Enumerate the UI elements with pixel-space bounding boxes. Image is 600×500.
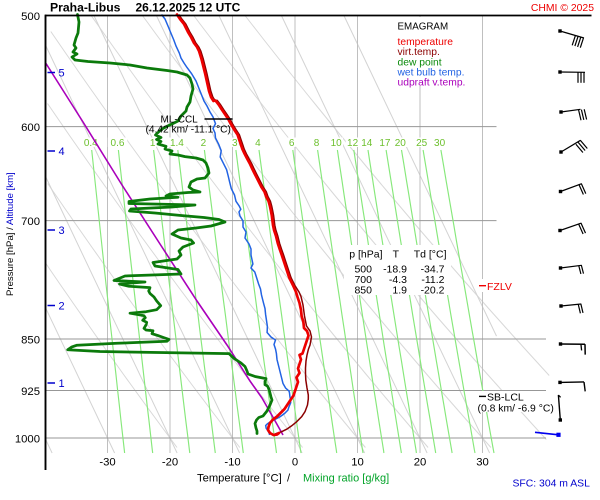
svg-text:Td [°C]: Td [°C] <box>414 249 447 261</box>
svg-text:850: 850 <box>21 335 40 347</box>
svg-text:700: 700 <box>354 274 372 286</box>
svg-text:FZLV: FZLV <box>487 281 512 293</box>
svg-text:30: 30 <box>434 138 446 149</box>
svg-text:CHMI © 2025: CHMI © 2025 <box>531 3 594 14</box>
svg-text:10: 10 <box>351 457 364 469</box>
svg-text:1: 1 <box>150 138 156 149</box>
svg-text:-20: -20 <box>162 457 178 469</box>
svg-text:5: 5 <box>59 68 65 80</box>
svg-text:-11.2: -11.2 <box>421 274 444 286</box>
svg-text:925: 925 <box>21 386 40 398</box>
svg-text:1.4: 1.4 <box>170 138 184 149</box>
svg-text:2: 2 <box>59 301 65 313</box>
svg-text:700: 700 <box>21 216 40 228</box>
svg-text:T: T <box>393 249 400 261</box>
svg-text:1: 1 <box>59 378 65 390</box>
svg-text:26.12.2025 12 UTC: 26.12.2025 12 UTC <box>136 1 241 15</box>
svg-text:4: 4 <box>59 146 65 158</box>
svg-text:30: 30 <box>476 457 489 469</box>
svg-text:Pressure [hPa] / Altitude [k: Pressure [hPa] / Altitude [km] <box>5 172 16 296</box>
svg-text:(4.42 km/ -11.1 °C): (4.42 km/ -11.1 °C) <box>146 124 231 135</box>
svg-text:6: 6 <box>289 138 295 149</box>
svg-text:4: 4 <box>255 138 261 149</box>
svg-text:virt.temp.: virt.temp. <box>398 47 440 58</box>
svg-text:500: 500 <box>354 264 372 276</box>
svg-text:0.4: 0.4 <box>84 138 98 149</box>
svg-text:Praha-Libus: Praha-Libus <box>50 1 121 15</box>
svg-text:udpraft v.temp.: udpraft v.temp. <box>398 78 466 89</box>
svg-text:3: 3 <box>232 138 238 149</box>
svg-text:20: 20 <box>395 138 407 149</box>
svg-text:/: / <box>287 473 291 485</box>
svg-text:temperature: temperature <box>398 37 454 48</box>
svg-text:0: 0 <box>292 457 298 469</box>
svg-text:600: 600 <box>21 122 40 134</box>
svg-text:500: 500 <box>21 11 40 23</box>
svg-text:EMAGRAM: EMAGRAM <box>398 21 449 32</box>
svg-text:10: 10 <box>331 138 343 149</box>
svg-text:Mixing ratio [g/kg]: Mixing ratio [g/kg] <box>303 473 389 485</box>
svg-text:SFC: 304 m ASL: SFC: 304 m ASL <box>513 479 591 490</box>
svg-text:2: 2 <box>201 138 207 149</box>
svg-text:1000: 1000 <box>15 434 40 446</box>
svg-text:dew point: dew point <box>398 57 442 68</box>
svg-text:-4.3: -4.3 <box>389 274 407 286</box>
svg-text:-20.2: -20.2 <box>421 285 445 297</box>
svg-text:14: 14 <box>361 138 373 149</box>
svg-text:Temperature [°C]: Temperature [°C] <box>197 473 282 485</box>
svg-text:8: 8 <box>314 138 320 149</box>
svg-text:-10: -10 <box>224 457 240 469</box>
svg-text:-30: -30 <box>99 457 115 469</box>
svg-text:12: 12 <box>347 138 359 149</box>
svg-text:20: 20 <box>414 457 427 469</box>
svg-text:ML-CCL: ML-CCL <box>161 114 199 125</box>
svg-text:-18.9: -18.9 <box>383 264 407 276</box>
svg-text:1.9: 1.9 <box>392 285 407 297</box>
svg-text:wet bulb temp.: wet bulb temp. <box>397 68 465 79</box>
svg-text:p [hPa]: p [hPa] <box>349 249 382 261</box>
svg-text:SB-LCL: SB-LCL <box>487 392 524 404</box>
svg-text:850: 850 <box>354 285 372 297</box>
svg-text:17: 17 <box>379 138 391 149</box>
svg-text:3: 3 <box>59 225 65 237</box>
svg-text:25: 25 <box>416 138 428 149</box>
svg-text:0.6: 0.6 <box>111 138 125 149</box>
svg-text:-34.7: -34.7 <box>421 264 445 276</box>
svg-text:(0.8 km/ -6.9 °C): (0.8 km/ -6.9 °C) <box>478 404 554 415</box>
